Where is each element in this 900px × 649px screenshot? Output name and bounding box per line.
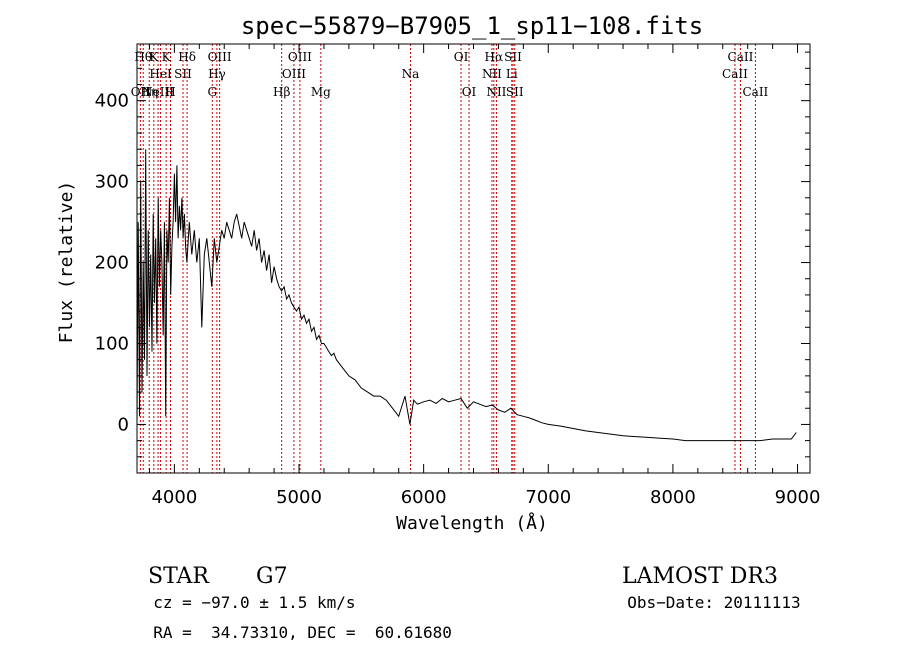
x-axis-ticks: 4000 5000 6000 7000 8000 9000 [148, 44, 821, 508]
emission-line-label: SII [504, 50, 522, 64]
emission-line-label: G [207, 85, 217, 99]
redshift-cz: cz = −97.0 ± 1.5 km/s [134, 574, 356, 612]
emission-line-label: CaII [728, 50, 754, 64]
y-tick-label: 300 [95, 172, 129, 193]
emission-line-label: SII [506, 85, 524, 99]
emission-line-labels: OII Hθ Hη K NeIII HeI K H SII Hδ G Hγ OIII Hβ OIII OIII… [131, 50, 769, 99]
y-tick-label: 200 [95, 253, 129, 274]
x-tick-label: 9000 [775, 487, 821, 508]
emission-line-label: OI [454, 50, 469, 64]
emission-line-label: NII [482, 67, 502, 81]
emission-line-label: Na [402, 67, 420, 81]
survey-name-label: LAMOST DR3 [622, 564, 778, 589]
emission-line-label: Hβ [273, 85, 290, 99]
x-tick-label: 8000 [650, 487, 696, 508]
object-subclass-label: G7 [256, 564, 288, 589]
emission-line-label: NeIII [142, 85, 174, 99]
plot-frame [136, 43, 811, 474]
y-tick-label: 100 [95, 333, 129, 354]
emission-line-label: OIII [282, 67, 306, 81]
observation-date: Obs−Date: 20111113 [608, 574, 801, 612]
emission-line-label: OI [462, 85, 477, 99]
y-tick-label: 400 [95, 91, 129, 112]
emission-line-label: OIII [208, 50, 232, 64]
y-axis-ticks: 0 100 200 300 400 [95, 51, 810, 458]
emission-line-label: NII [486, 85, 506, 99]
x-tick-label: 4000 [151, 487, 197, 508]
emission-line-label: CaII [742, 85, 768, 99]
emission-line-label: CaII [722, 67, 748, 81]
emission-line-label: Hα [485, 50, 504, 64]
object-subclass: G7 [242, 539, 288, 589]
x-tick-label: 5000 [276, 487, 322, 508]
emission-line-markers [139, 44, 756, 473]
emission-line-label: OIII [288, 50, 312, 64]
emission-line-label: HeI [149, 67, 172, 81]
y-axis-label: Flux (relative) [56, 181, 77, 344]
redshift-cz-text: cz = −97.0 ± 1.5 km/s [153, 593, 356, 612]
emission-line-label: K [149, 50, 159, 64]
emission-line-label: Hθ [134, 50, 152, 64]
object-class: STAR [134, 539, 209, 589]
emission-line-label: Li [506, 67, 518, 81]
emission-line-label: K [162, 50, 172, 64]
emission-line-label: Hη [140, 85, 158, 99]
y-tick-label: 0 [118, 414, 129, 435]
x-tick-label: 7000 [525, 487, 571, 508]
spectrum-series-line [136, 149, 797, 442]
survey-name: LAMOST DR3 [608, 539, 778, 589]
sky-coordinates: RA = 34.73310, DEC = 60.61680 [134, 604, 452, 642]
x-axis-label: Wavelength (Å) [396, 512, 548, 534]
sky-coordinates-text: RA = 34.73310, DEC = 60.61680 [153, 623, 452, 642]
emission-line-label: H [165, 85, 175, 99]
chart-title: spec−55879−B7905_1_sp11−108.fits [241, 12, 703, 40]
emission-line-label: OII [131, 85, 151, 99]
object-class-label: STAR [148, 564, 209, 589]
x-tick-label: 6000 [401, 487, 447, 508]
emission-line-label: Hγ [208, 67, 226, 81]
emission-line-label: Hδ [178, 50, 196, 64]
emission-line-label: SII [174, 67, 192, 81]
observation-date-text: Obs−Date: 20111113 [627, 593, 801, 612]
emission-line-label: Mg [311, 85, 331, 99]
